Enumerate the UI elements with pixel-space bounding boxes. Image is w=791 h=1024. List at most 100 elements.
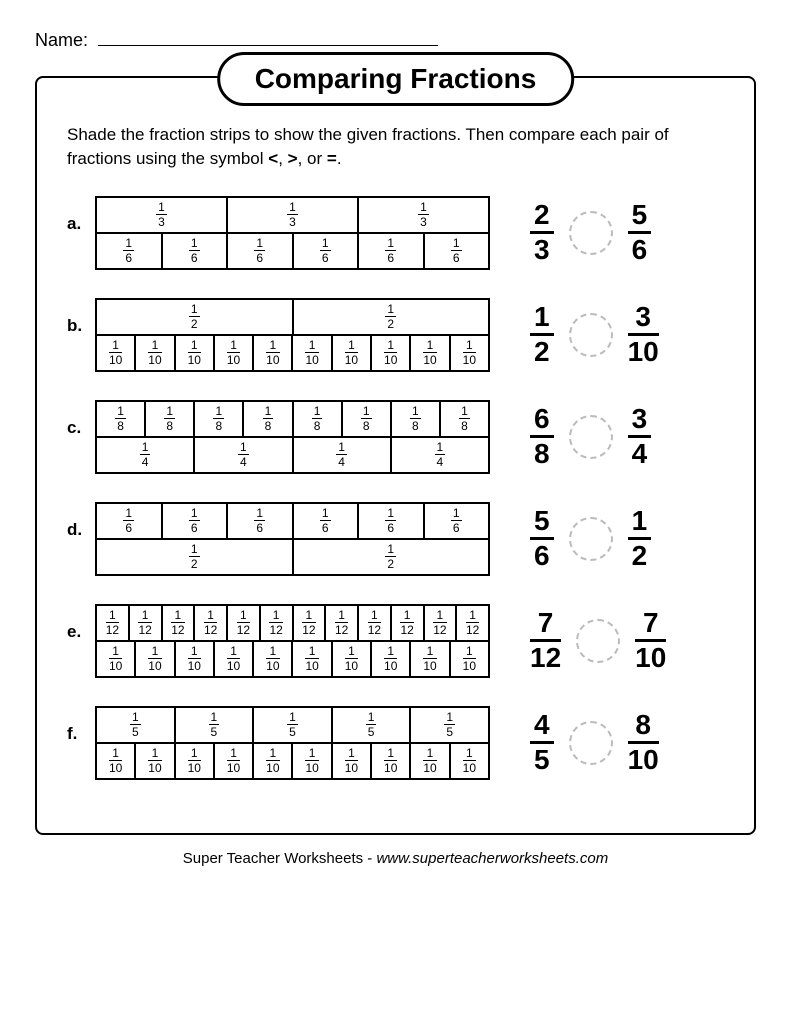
strip-cell[interactable]: 110 — [176, 642, 215, 676]
strip-cell[interactable]: 110 — [293, 744, 332, 778]
cell-fraction: 110 — [109, 645, 122, 672]
strip-cell[interactable]: 14 — [97, 438, 195, 472]
strip-cell[interactable]: 110 — [411, 336, 450, 370]
strip-cell[interactable]: 112 — [261, 606, 294, 640]
strip-row: 14141414 — [95, 436, 490, 474]
strip-cell[interactable]: 16 — [294, 504, 360, 538]
strip-cell[interactable]: 16 — [228, 504, 294, 538]
problem: a.1313131616161616162356 — [67, 196, 724, 270]
strip-cell[interactable]: 16 — [359, 504, 425, 538]
strip-cell[interactable]: 112 — [228, 606, 261, 640]
cell-fraction: 18 — [312, 405, 323, 432]
strip-cell[interactable]: 110 — [411, 744, 450, 778]
name-field: Name: — [35, 30, 756, 51]
strip-cell[interactable]: 13 — [97, 198, 228, 232]
strip-cell[interactable]: 18 — [97, 402, 146, 436]
answer-circle[interactable] — [576, 619, 620, 663]
strip-cell[interactable]: 112 — [326, 606, 359, 640]
strip-cell[interactable]: 110 — [411, 642, 450, 676]
strip-cell[interactable]: 18 — [392, 402, 441, 436]
strip-cell[interactable]: 16 — [294, 234, 360, 268]
strip-cell[interactable]: 110 — [176, 744, 215, 778]
strip-cell[interactable]: 110 — [136, 744, 175, 778]
strip-cell[interactable]: 110 — [215, 744, 254, 778]
strip-cell[interactable]: 16 — [359, 234, 425, 268]
strip-cell[interactable]: 110 — [293, 336, 332, 370]
strip-cell[interactable]: 110 — [372, 744, 411, 778]
strip-cell[interactable]: 15 — [333, 708, 412, 742]
cell-fraction: 112 — [171, 609, 184, 636]
strip-cell[interactable]: 16 — [163, 234, 229, 268]
cell-fraction: 15 — [287, 711, 298, 738]
strip-cell[interactable]: 110 — [136, 336, 175, 370]
answer-circle[interactable] — [569, 721, 613, 765]
strip-cell[interactable]: 110 — [451, 336, 488, 370]
cell-fraction: 112 — [237, 609, 250, 636]
strip-cell[interactable]: 112 — [359, 606, 392, 640]
strip-cell[interactable]: 110 — [97, 336, 136, 370]
answer-circle[interactable] — [569, 211, 613, 255]
strip-cell[interactable]: 110 — [215, 336, 254, 370]
strip-cell[interactable]: 112 — [392, 606, 425, 640]
strip-cell[interactable]: 12 — [97, 540, 294, 574]
strip-cell[interactable]: 112 — [97, 606, 130, 640]
strip-cell[interactable]: 18 — [146, 402, 195, 436]
strip-cell[interactable]: 16 — [425, 234, 489, 268]
strip-cell[interactable]: 16 — [163, 504, 229, 538]
strip-cell[interactable]: 110 — [333, 642, 372, 676]
strip-cell[interactable]: 110 — [215, 642, 254, 676]
strip-cell[interactable]: 112 — [163, 606, 196, 640]
strip-cell[interactable]: 14 — [195, 438, 293, 472]
strip-cell[interactable]: 15 — [176, 708, 255, 742]
worksheet-box: Comparing Fractions Shade the fraction s… — [35, 76, 756, 835]
strip-cell[interactable]: 16 — [97, 504, 163, 538]
strip-cell[interactable]: 16 — [425, 504, 489, 538]
cell-fraction: 14 — [435, 441, 446, 468]
strip-cell[interactable]: 13 — [359, 198, 488, 232]
cell-fraction: 16 — [123, 507, 134, 534]
left-fraction: 712 — [530, 609, 561, 672]
strip-cell[interactable]: 110 — [97, 642, 136, 676]
strip-cell[interactable]: 110 — [97, 744, 136, 778]
strip-cell[interactable]: 110 — [254, 744, 293, 778]
cell-fraction: 110 — [345, 645, 358, 672]
strip-cell[interactable]: 110 — [254, 642, 293, 676]
strip-cell[interactable]: 13 — [228, 198, 359, 232]
cell-fraction: 14 — [336, 441, 347, 468]
strip-cell[interactable]: 112 — [457, 606, 488, 640]
strip-cell[interactable]: 16 — [228, 234, 294, 268]
strip-cell[interactable]: 15 — [411, 708, 488, 742]
answer-circle[interactable] — [569, 415, 613, 459]
strip-cell[interactable]: 110 — [293, 642, 332, 676]
strip-cell[interactable]: 18 — [294, 402, 343, 436]
strip-cell[interactable]: 110 — [451, 642, 488, 676]
name-underline[interactable] — [98, 45, 438, 46]
strip-cell[interactable]: 110 — [333, 744, 372, 778]
strip-cell[interactable]: 110 — [333, 336, 372, 370]
strip-cell[interactable]: 18 — [244, 402, 293, 436]
strip-cell[interactable]: 18 — [195, 402, 244, 436]
strip-cell[interactable]: 14 — [392, 438, 488, 472]
strip-cell[interactable]: 112 — [195, 606, 228, 640]
strip-cell[interactable]: 110 — [136, 642, 175, 676]
answer-circle[interactable] — [569, 517, 613, 561]
strip-cell[interactable]: 14 — [294, 438, 392, 472]
strip-cell[interactable]: 110 — [372, 642, 411, 676]
strip-cell[interactable]: 12 — [97, 300, 294, 334]
strip-cell[interactable]: 15 — [254, 708, 333, 742]
answer-circle[interactable] — [569, 313, 613, 357]
strip-cell[interactable]: 110 — [176, 336, 215, 370]
strip-cell[interactable]: 110 — [451, 744, 488, 778]
strip-cell[interactable]: 18 — [441, 402, 488, 436]
cell-fraction: 112 — [138, 609, 151, 636]
strip-cell[interactable]: 110 — [254, 336, 293, 370]
strip-cell[interactable]: 112 — [294, 606, 327, 640]
strip-cell[interactable]: 12 — [294, 300, 489, 334]
strip-cell[interactable]: 112 — [130, 606, 163, 640]
strip-cell[interactable]: 15 — [97, 708, 176, 742]
strip-cell[interactable]: 12 — [294, 540, 489, 574]
strip-cell[interactable]: 18 — [343, 402, 392, 436]
strip-cell[interactable]: 16 — [97, 234, 163, 268]
strip-cell[interactable]: 110 — [372, 336, 411, 370]
strip-cell[interactable]: 112 — [425, 606, 458, 640]
